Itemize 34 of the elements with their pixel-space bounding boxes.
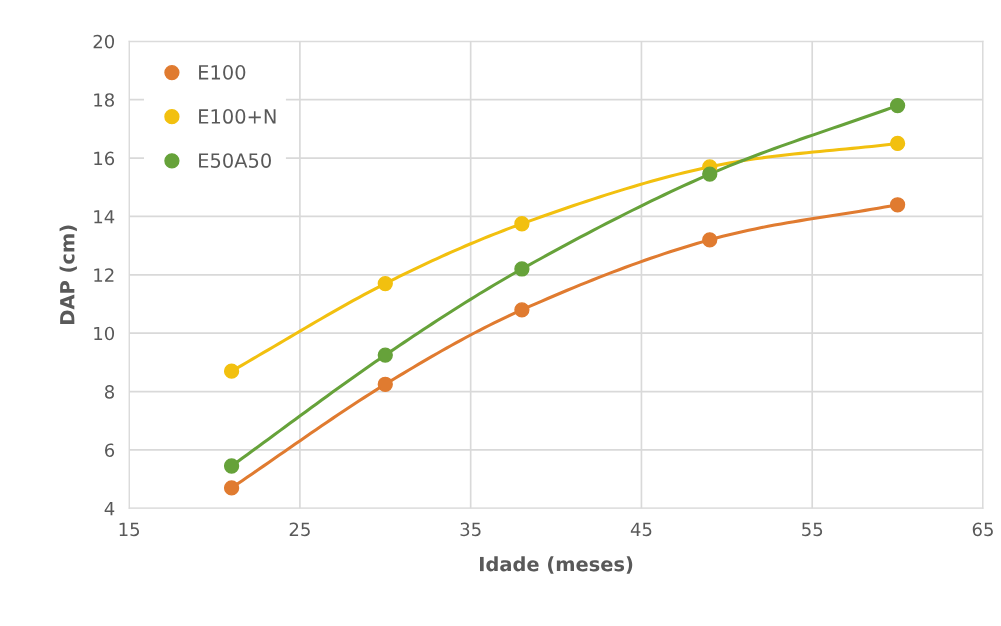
y-tick-label: 12: [94, 268, 114, 282]
x-tick-label: 35: [460, 522, 481, 537]
point: [514, 302, 530, 318]
y-tick-label: 8: [104, 385, 114, 399]
point: [377, 376, 393, 392]
y-tick-label: 10: [94, 326, 115, 341]
legend-label: E100: [199, 64, 246, 80]
point: [223, 363, 240, 379]
y-tick-label: 18: [94, 93, 114, 107]
y-tick-label: 14: [94, 210, 115, 224]
point: [702, 166, 718, 182]
x-axis-title: Idade (meses): [479, 556, 633, 574]
y-tick-label: 20: [93, 34, 115, 49]
point: [514, 216, 530, 232]
x-tick-label: 15: [119, 522, 140, 537]
x-tick-label: 25: [289, 522, 310, 537]
y-axis-title: DAP (cm): [59, 225, 77, 324]
point: [223, 480, 240, 496]
point: [889, 135, 906, 152]
point: [514, 261, 530, 277]
point: [889, 97, 906, 114]
point: [889, 197, 906, 213]
legend-label: E50A50: [199, 153, 271, 168]
point: [377, 347, 393, 363]
y-tick-label: 4: [104, 502, 115, 516]
point: [377, 275, 393, 292]
legend-label: E100+N: [199, 109, 276, 124]
y-tick-label: 6: [105, 443, 115, 458]
x-tick-label: 65: [972, 522, 993, 537]
point: [702, 232, 718, 248]
y-tick-label: 16: [94, 151, 115, 166]
x-tick-label: 45: [630, 522, 652, 537]
x-tick-label: 55: [802, 522, 823, 537]
point: [223, 458, 240, 474]
